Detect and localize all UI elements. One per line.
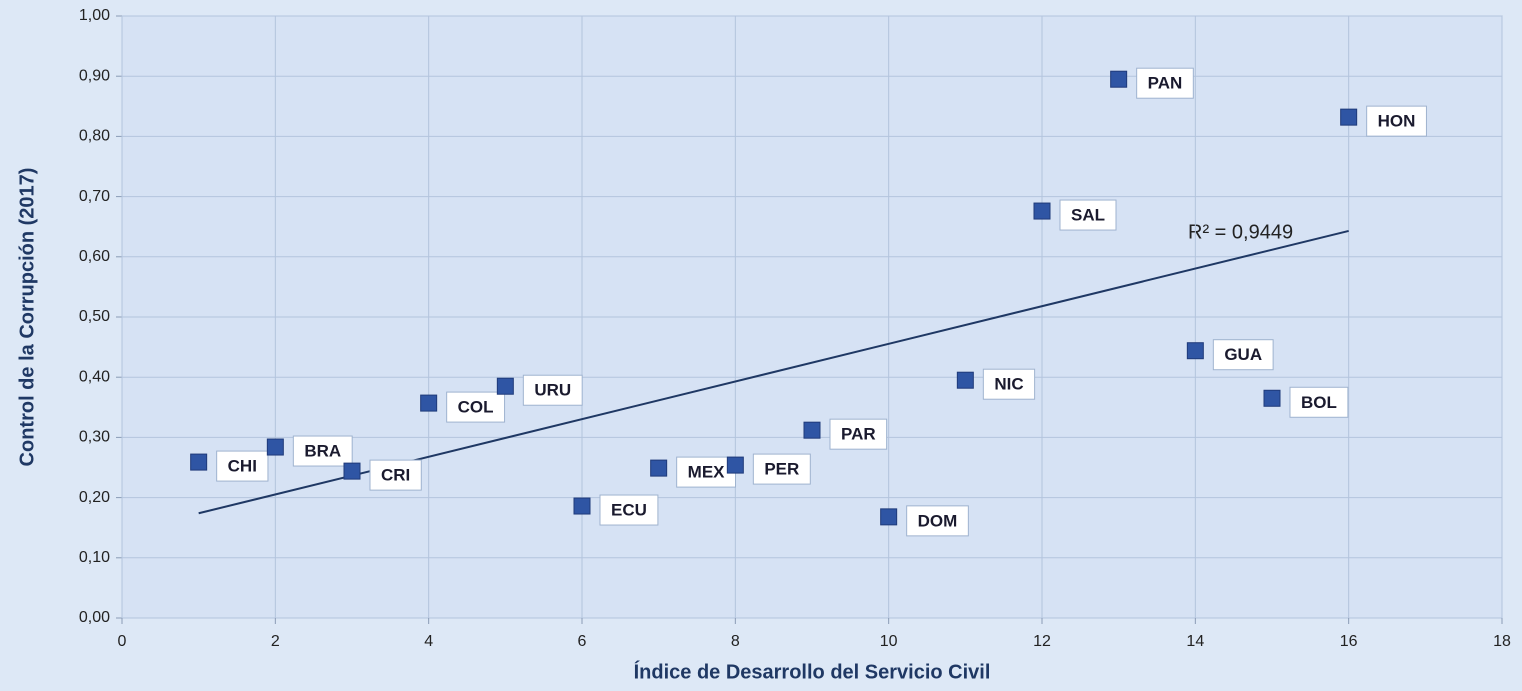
r-squared-annotation: R² = 0,9449: [1188, 221, 1293, 243]
y-tick-label: 0,70: [79, 188, 110, 205]
label-box: [446, 391, 506, 423]
marker: [650, 459, 668, 477]
marker: [1110, 70, 1128, 88]
x-tick-label: 16: [1340, 633, 1358, 650]
point-label: HON: [1378, 112, 1416, 131]
point-label: PER: [764, 460, 799, 479]
label-box: [1136, 67, 1194, 99]
label-box: [829, 418, 888, 450]
x-tick-label: 12: [1033, 633, 1051, 650]
marker: [266, 438, 284, 456]
label-box: [522, 374, 583, 406]
label-box: [1059, 199, 1117, 231]
y-tick-label: 0,20: [79, 489, 110, 506]
y-tick-label: 0,30: [79, 429, 110, 446]
point-label: BRA: [304, 442, 341, 461]
y-axis-title: Control de la Corrupción (2017): [16, 168, 38, 467]
marker: [1340, 108, 1358, 126]
point-label: PAR: [841, 425, 876, 444]
marker: [1033, 202, 1051, 220]
x-tick-label: 14: [1186, 633, 1204, 650]
x-tick-label: 6: [578, 633, 587, 650]
y-tick-label: 0,80: [79, 128, 110, 145]
point-label: PAN: [1148, 74, 1183, 93]
y-tick-label: 1,00: [79, 7, 110, 24]
point-label: ECU: [611, 501, 647, 520]
marker: [190, 453, 208, 471]
label-box: [982, 368, 1036, 400]
point-label: NIC: [994, 375, 1023, 394]
point-label: GUA: [1224, 345, 1262, 364]
x-axis-title: Índice de Desarrollo del Servicio Civil: [634, 660, 991, 683]
marker: [1186, 342, 1204, 360]
label-box: [292, 435, 353, 467]
y-tick-label: 0,60: [79, 248, 110, 265]
label-box: [1289, 386, 1349, 418]
marker: [420, 394, 438, 412]
marker: [880, 508, 898, 526]
point-label: BOL: [1301, 393, 1337, 412]
label-box: [216, 450, 269, 482]
marker: [496, 377, 514, 395]
point-label: CRI: [381, 466, 410, 485]
x-tick-label: 4: [424, 633, 433, 650]
point-label: COL: [458, 398, 494, 417]
label-box: [599, 494, 659, 526]
label-box: [906, 505, 969, 537]
label-box: [369, 459, 422, 491]
point-label: URU: [534, 381, 571, 400]
label-box: [1366, 105, 1427, 137]
x-tick-label: 8: [731, 633, 740, 650]
marker: [803, 421, 821, 439]
y-tick-label: 0,10: [79, 549, 110, 566]
marker: [956, 371, 974, 389]
x-tick-label: 0: [118, 633, 127, 650]
marker: [343, 462, 361, 480]
label-box: [752, 453, 811, 485]
x-tick-label: 18: [1493, 633, 1511, 650]
y-tick-label: 0,50: [79, 308, 110, 325]
point-label: CHI: [228, 457, 257, 476]
marker: [573, 497, 591, 515]
y-tick-label: 0,90: [79, 67, 110, 84]
y-tick-label: 0,00: [79, 609, 110, 626]
x-tick-label: 10: [880, 633, 898, 650]
label-box: [1212, 339, 1274, 371]
y-tick-label: 0,40: [79, 368, 110, 385]
x-tick-label: 2: [271, 633, 280, 650]
point-label: DOM: [918, 511, 958, 530]
point-label: MEX: [688, 463, 726, 482]
point-label: SAL: [1071, 206, 1105, 225]
marker: [1263, 389, 1281, 407]
marker: [726, 456, 744, 474]
